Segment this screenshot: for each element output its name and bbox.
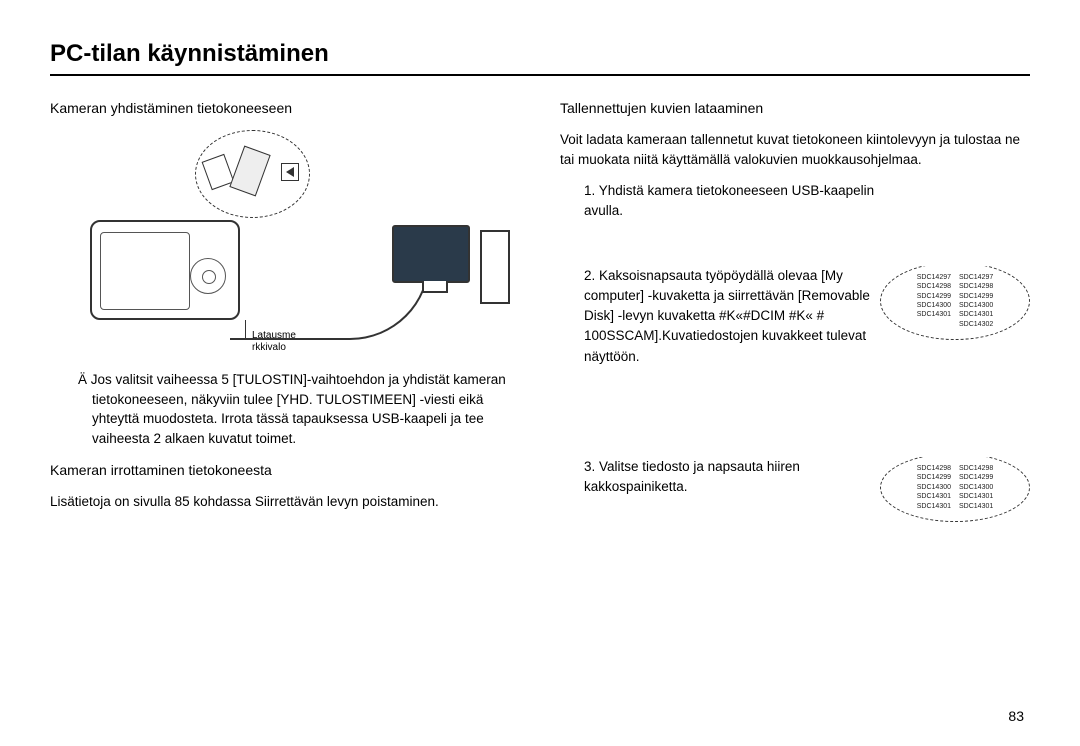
pc-monitor-icon (392, 225, 470, 283)
left-column: Kameran yhdistäminen tietokoneeseen Lata… (50, 100, 520, 552)
page-title: PC-tilan käynnistäminen (50, 40, 1030, 76)
content-columns: Kameran yhdistäminen tietokoneeseen Lata… (50, 100, 1030, 552)
file-name: SDC14299 (959, 473, 993, 482)
camera-connection-diagram: Latausme rkkivalo (80, 130, 520, 350)
file-thumbnails-b: SDC14298 SDC14299 SDC14300 SDC14301 SDC1… (880, 457, 1030, 522)
printer-note: Ä Jos valitsit vaiheessa 5 [TULOSTIN]-va… (78, 370, 520, 448)
file-name: SDC14301 (959, 310, 993, 319)
left-subhead-2: Kameran irrottaminen tietokoneesta (50, 462, 520, 478)
file-name: SDC14301 (917, 310, 951, 319)
file-name: SDC14299 (959, 292, 993, 301)
file-name: SDC14301 (959, 502, 993, 511)
step-3-number: 3. (584, 459, 595, 474)
pc-tower-icon (480, 230, 510, 304)
right-intro: Voit ladata kameraan tallennetut kuvat t… (560, 130, 1030, 169)
file-name: SDC14297 (917, 273, 951, 282)
right-subhead: Tallennettujen kuvien lataaminen (560, 100, 1030, 116)
file-name: SDC14298 (917, 282, 951, 291)
camera-back-icon (90, 220, 240, 320)
file-name: SDC14301 (917, 502, 951, 511)
note-text: Jos valitsit vaiheessa 5 [TULOSTIN]-vaih… (91, 372, 506, 446)
port-detail-bubble (195, 130, 310, 218)
thumbnail-oval-a: SDC14297 SDC14298 SDC14299 SDC14300 SDC1… (880, 266, 1030, 341)
camera-dial-icon (190, 258, 226, 294)
right-column: Tallennettujen kuvien lataaminen Voit la… (560, 100, 1030, 552)
file-name: SDC14299 (917, 292, 951, 301)
step-2-text: Kaksoisnapsauta työpöydällä olevaa [My c… (584, 268, 870, 364)
page-number: 83 (1008, 708, 1024, 724)
step-2-number: 2. (584, 268, 595, 283)
step-1: 1. Yhdistä kamera tietokoneeseen USB-kaa… (560, 181, 1030, 236)
thumb-col-b-left: SDC14298 SDC14299 SDC14300 SDC14301 SDC1… (917, 464, 951, 511)
file-name: SDC14300 (917, 483, 951, 492)
file-name: SDC14298 (959, 282, 993, 291)
file-name: SDC14298 (959, 464, 993, 473)
thumb-col-a-right: SDC14297 SDC14298 SDC14299 SDC14300 SDC1… (959, 273, 993, 330)
note-bullet: Ä (78, 372, 87, 387)
step-1-number: 1. (584, 183, 595, 198)
file-name: SDC14301 (917, 492, 951, 501)
step-1-text: Yhdistä kamera tietokoneeseen USB-kaapel… (584, 183, 874, 218)
file-name: SDC14298 (917, 464, 951, 473)
file-name: SDC14302 (959, 320, 993, 329)
left-subhead-1: Kameran yhdistäminen tietokoneeseen (50, 100, 520, 116)
insert-arrow-icon (281, 163, 299, 181)
usb-port-icon (229, 146, 270, 197)
file-name: SDC14300 (917, 301, 951, 310)
thumb-col-a-left: SDC14297 SDC14298 SDC14299 SDC14300 SDC1… (917, 273, 951, 330)
file-name: SDC14297 (959, 273, 993, 282)
step-2: SDC14297 SDC14298 SDC14299 SDC14300 SDC1… (560, 266, 1030, 381)
file-name: SDC14301 (959, 492, 993, 501)
step-3-text: Valitse tiedosto ja napsauta hiiren kakk… (584, 459, 800, 494)
step-3: SDC14298 SDC14299 SDC14300 SDC14301 SDC1… (560, 457, 1030, 522)
thumb-col-b-right: SDC14298 SDC14299 SDC14300 SDC14301 SDC1… (959, 464, 993, 511)
file-name: SDC14300 (959, 301, 993, 310)
file-name: SDC14299 (917, 473, 951, 482)
left-reference: Lisätietoja on sivulla 85 kohdassa Siirr… (50, 492, 520, 512)
file-name: SDC14300 (959, 483, 993, 492)
thumbnail-oval-b: SDC14298 SDC14299 SDC14300 SDC14301 SDC1… (880, 457, 1030, 522)
camera-screen-icon (100, 232, 190, 310)
file-thumbnails-a: SDC14297 SDC14298 SDC14299 SDC14300 SDC1… (880, 266, 1030, 341)
